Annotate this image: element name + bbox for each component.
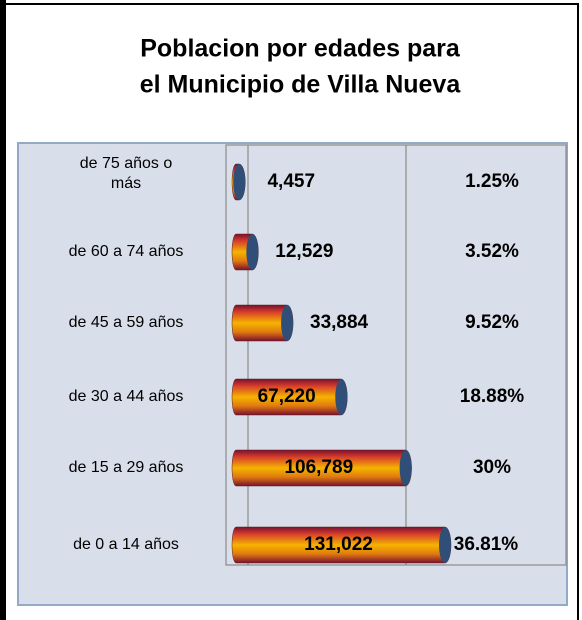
category-label: de 0 a 14 años [73, 536, 179, 553]
plot-area [225, 144, 567, 566]
value-label: 33,884 [310, 312, 369, 333]
percentage-label: 9.52% [465, 312, 519, 333]
percentage-label: 36.81% [454, 534, 519, 555]
percentage-label: 3.52% [465, 241, 519, 262]
frame-edge [0, 0, 6, 620]
category-label: de 45 a 59 años [69, 314, 184, 331]
value-label: 106,789 [284, 457, 353, 478]
bar-cap [399, 450, 412, 486]
grid [225, 144, 567, 566]
bar-cap [335, 379, 348, 415]
category-label: de 60 a 74 años [69, 243, 184, 260]
title: el Municipio de Villa Nueva [140, 71, 462, 99]
percentage-label: 18.88% [460, 386, 525, 407]
title: Poblacion por edades para [140, 35, 461, 63]
value-label: 67,220 [258, 386, 316, 407]
bar-cap [233, 164, 246, 200]
category-label: de 75 años o [80, 155, 173, 172]
bar-cap [281, 305, 294, 341]
value-label: 4,457 [267, 171, 315, 192]
category-label: de 30 a 44 años [69, 388, 184, 405]
category-label: más [111, 175, 141, 192]
value-label: 131,022 [304, 534, 373, 555]
percentage-label: 30% [473, 457, 511, 478]
bar-cap [439, 527, 451, 563]
bar-cap [246, 234, 259, 270]
category-label: de 15 a 29 años [69, 459, 184, 476]
percentage-label: 1.25% [465, 171, 519, 192]
value-label: 12,529 [275, 241, 333, 262]
